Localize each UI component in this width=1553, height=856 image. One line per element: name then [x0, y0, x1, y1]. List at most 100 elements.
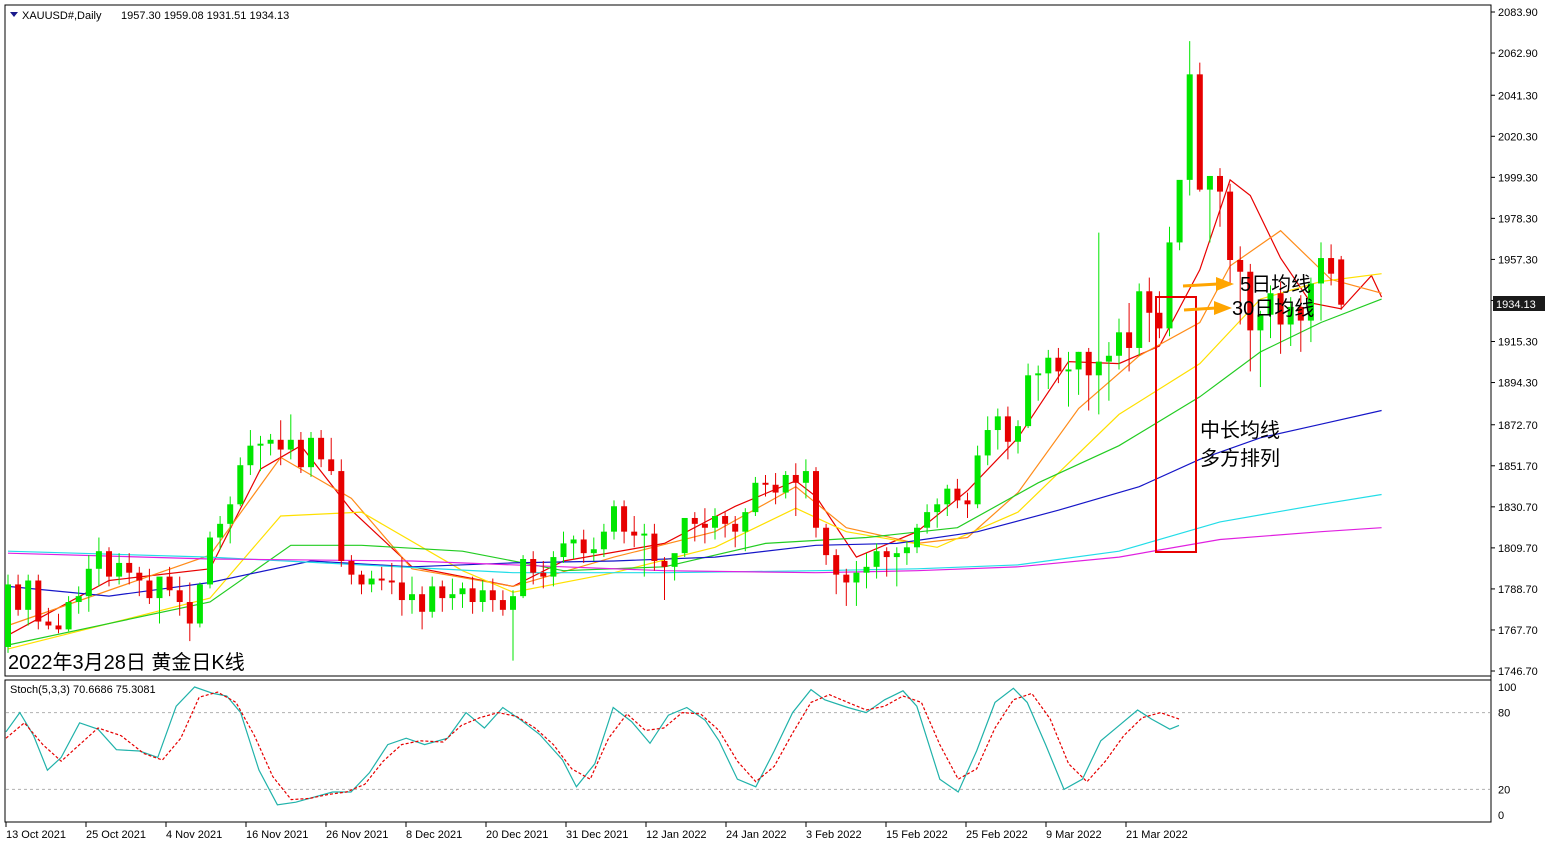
x-tick-label: 20 Dec 2021 — [486, 829, 548, 841]
candle — [813, 467, 819, 538]
candle — [762, 474, 769, 497]
candle — [196, 582, 203, 628]
arrow-ma30 — [1183, 301, 1232, 315]
candle — [1156, 291, 1163, 339]
symbol-label: XAUUSD#,Daily — [22, 10, 102, 22]
stoch-d-line — [5, 691, 1180, 801]
candle — [328, 437, 335, 475]
ma30-line — [7, 298, 1382, 646]
stoch-level-label: 0 — [1498, 810, 1504, 822]
ma60-line — [7, 409, 1382, 597]
candle — [540, 560, 547, 589]
y-tick-label: 1788.70 — [1498, 584, 1538, 596]
x-tick-label: 12 Jan 2022 — [646, 829, 707, 841]
candle — [671, 553, 678, 581]
candle — [833, 549, 840, 595]
candle — [338, 459, 345, 567]
candle — [499, 590, 506, 616]
candle — [772, 473, 779, 505]
candle — [1105, 342, 1112, 401]
candle — [1247, 263, 1254, 372]
triangle-down-icon[interactable] — [10, 12, 18, 17]
x-tick-label: 15 Feb 2022 — [886, 829, 948, 841]
candle — [752, 476, 759, 517]
candle — [873, 543, 880, 579]
candle — [1328, 244, 1335, 286]
label-long-line2: 多方排列 — [1200, 447, 1280, 470]
candle — [85, 555, 92, 612]
x-tick-label: 9 Mar 2022 — [1046, 829, 1102, 841]
candle — [1307, 277, 1314, 343]
candle — [611, 500, 617, 540]
candle — [207, 531, 213, 589]
candle — [95, 537, 102, 587]
candle — [1166, 226, 1173, 337]
x-tick-label: 25 Feb 2022 — [966, 829, 1028, 841]
candle — [439, 580, 446, 612]
y-tick-label: 1978.30 — [1498, 213, 1538, 225]
y-tick-label: 1999.30 — [1498, 172, 1538, 184]
y-tick-label: 1809.70 — [1498, 543, 1538, 555]
candle — [712, 508, 718, 540]
candle — [368, 570, 375, 593]
candle — [661, 557, 668, 601]
candle — [924, 504, 931, 534]
candle — [651, 523, 658, 571]
candle — [116, 553, 123, 585]
ma5-line — [7, 178, 1383, 636]
candle — [237, 457, 244, 507]
stoch-panel — [4, 679, 1492, 823]
candle — [691, 512, 698, 542]
candle — [1297, 295, 1304, 352]
candle — [247, 430, 254, 475]
candle — [1176, 179, 1183, 251]
candle — [1055, 347, 1062, 384]
candle — [297, 431, 304, 474]
candle — [257, 435, 264, 472]
candle — [176, 576, 183, 616]
y-tick-label: 1746.70 — [1498, 666, 1538, 678]
stoch-level-label: 20 — [1498, 784, 1510, 796]
candle — [55, 613, 62, 634]
y-tick-label: 1767.70 — [1498, 625, 1538, 637]
candle — [1217, 168, 1223, 227]
candle — [1085, 347, 1092, 411]
candle — [631, 516, 638, 548]
candle — [308, 431, 314, 477]
candle — [782, 471, 789, 499]
candle — [1227, 183, 1234, 286]
y-tick-label: 2083.90 — [1498, 7, 1538, 19]
x-tick-label: 31 Dec 2021 — [566, 829, 628, 841]
candle — [409, 576, 415, 614]
candle — [398, 557, 405, 616]
candle — [1015, 420, 1021, 454]
candle — [429, 576, 436, 618]
x-tick-label: 21 Mar 2022 — [1126, 829, 1188, 841]
x-tick-label: 13 Oct 2021 — [6, 829, 66, 841]
candle — [934, 498, 941, 528]
y-tick-label: 1830.70 — [1498, 502, 1538, 514]
candle — [1318, 242, 1324, 321]
x-tick-label: 16 Nov 2021 — [246, 829, 308, 841]
candle — [570, 535, 577, 560]
candle — [641, 523, 648, 577]
candle — [136, 566, 143, 597]
candle — [600, 523, 607, 558]
candle — [217, 516, 224, 550]
price-panel — [4, 4, 1492, 677]
y-tick-label: 1915.30 — [1498, 337, 1538, 349]
stoch-level-label: 80 — [1498, 708, 1510, 720]
candle — [449, 578, 456, 610]
candle — [1045, 349, 1052, 389]
label-ma5: 5日均线 — [1240, 273, 1311, 296]
y-tick-label: 2020.30 — [1498, 131, 1538, 143]
candle — [590, 537, 597, 561]
candle — [419, 586, 426, 630]
candle — [1004, 406, 1011, 460]
x-tick-label: 26 Nov 2021 — [326, 829, 388, 841]
ohlc-readout: 1957.30 1959.08 1931.51 1934.13 — [121, 10, 289, 22]
x-tick-label: 4 Nov 2021 — [166, 829, 222, 841]
candle — [1075, 351, 1082, 395]
candle — [1237, 246, 1244, 325]
x-tick-label: 3 Feb 2022 — [806, 829, 862, 841]
